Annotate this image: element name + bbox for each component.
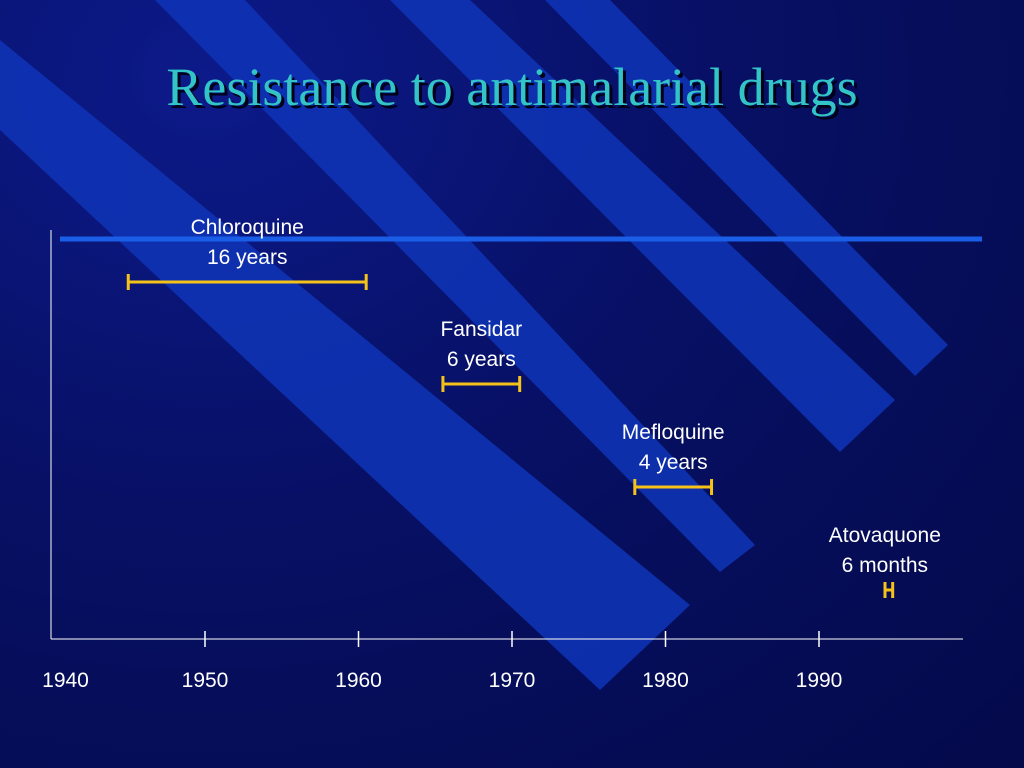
atovaquone-name-label: Atovaquone <box>829 524 941 547</box>
mefloquine-duration-label: 4 years <box>639 451 708 474</box>
stripe-1 <box>0 40 690 690</box>
slide-title: Resistance to antimalarial drugs <box>166 57 857 117</box>
atovaquone-duration-label: 6 months <box>842 554 928 577</box>
stripe-2 <box>155 0 755 572</box>
x-tick-label-1960: 1960 <box>335 669 382 692</box>
slide-title-shadow: Resistance to antimalarial drugs <box>169 60 860 120</box>
mefloquine-name-label: Mefloquine <box>622 421 725 444</box>
x-tick-label-1950: 1950 <box>182 669 229 692</box>
x-tick-label-1940: 1940 <box>42 669 89 692</box>
x-tick-label-1990: 1990 <box>796 669 843 692</box>
stripe-4 <box>545 0 948 376</box>
chloroquine-duration-label: 16 years <box>207 246 288 269</box>
fansidar-duration-label: 6 years <box>447 348 516 371</box>
resistance-intervals: Chloroquine 16 years Fansidar 6 years Mefloq… <box>126 216 941 598</box>
x-axis-ticks: 1940 1950 1960 1970 1980 1990 <box>42 631 842 692</box>
x-tick-label-1970: 1970 <box>489 669 536 692</box>
x-tick-label-1980: 1980 <box>642 669 689 692</box>
chloroquine-name-label: Chloroquine <box>191 216 304 239</box>
stripe-3 <box>390 0 895 452</box>
slide-title-group: Resistance to antimalarial drugs Resista… <box>166 57 860 120</box>
fansidar-name-label: Fansidar <box>440 318 522 341</box>
decorative-stripes <box>0 0 948 690</box>
